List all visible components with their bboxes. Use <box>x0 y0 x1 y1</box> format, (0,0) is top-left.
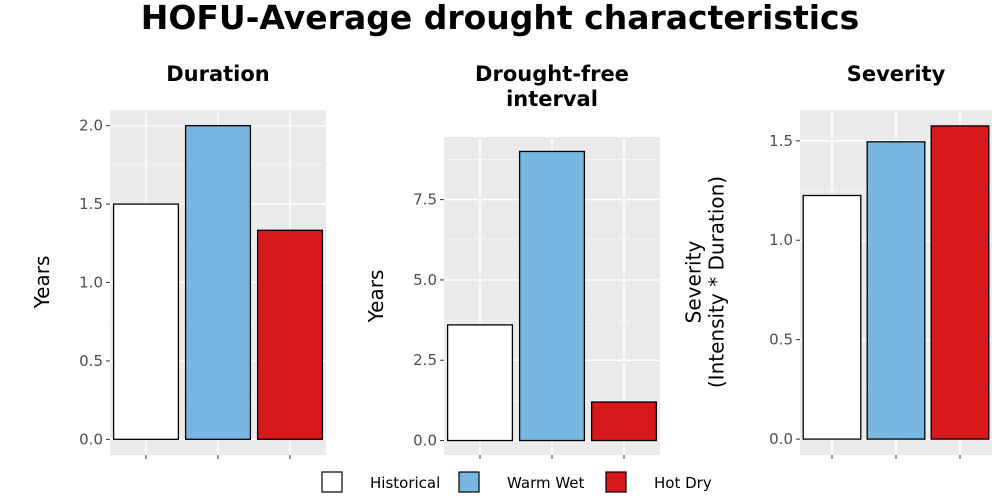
bar-hot-dry <box>256 229 324 440</box>
y-axis-title: (Intensity * Duration) <box>705 176 729 388</box>
bar-historical <box>446 324 514 442</box>
bar-historical <box>112 203 180 440</box>
y-axis-title: Years <box>30 256 54 310</box>
y-axis-title: Years <box>364 270 388 324</box>
y-tick-label: 1.0 <box>769 231 793 249</box>
y-tick-label: 0.5 <box>769 331 793 349</box>
legend-swatch-historical <box>321 471 343 493</box>
legend-swatch-hot-dry <box>605 471 627 493</box>
y-tick-label: 5.0 <box>413 271 437 289</box>
y-tick-label: 1.5 <box>79 195 103 213</box>
bar-warm-wet <box>866 141 926 440</box>
y-tick-label: 7.5 <box>413 191 437 209</box>
y-tick-label: 1.0 <box>79 274 103 292</box>
y-tick-label: 0.0 <box>413 432 437 450</box>
panel-title: Severity <box>847 62 946 86</box>
y-axis-title: Severity <box>682 241 706 324</box>
panel-title: Duration <box>166 62 270 86</box>
y-tick-label: 0.5 <box>79 352 103 370</box>
legend: Historical Warm Wet Hot Dry <box>321 471 712 493</box>
legend-label-historical: Historical <box>370 474 440 492</box>
legend-swatch-warm-wet <box>458 471 480 493</box>
chart-title: HOFU-Average drought characteristics <box>140 0 860 37</box>
y-tick-label: 2.5 <box>413 351 437 369</box>
bar-historical <box>802 194 862 440</box>
legend-label-hot-dry: Hot Dry <box>654 474 712 492</box>
bar-warm-wet <box>184 125 252 440</box>
panel-title: interval <box>506 87 598 111</box>
y-tick-label: 2.0 <box>79 117 103 135</box>
y-tick-label: 0.0 <box>79 430 103 448</box>
y-tick-label: 0.0 <box>769 430 793 448</box>
panel-title: Drought-free <box>475 62 629 86</box>
panel-1: 0.0 0.5 1.0 1.5 2.0 Duration Years <box>30 62 326 459</box>
bar-hot-dry <box>930 125 990 440</box>
legend-label-warm-wet: Warm Wet <box>507 474 585 492</box>
bar-hot-dry <box>590 401 658 442</box>
y-tick-label: 1.5 <box>769 132 793 150</box>
bar-warm-wet <box>518 150 586 442</box>
